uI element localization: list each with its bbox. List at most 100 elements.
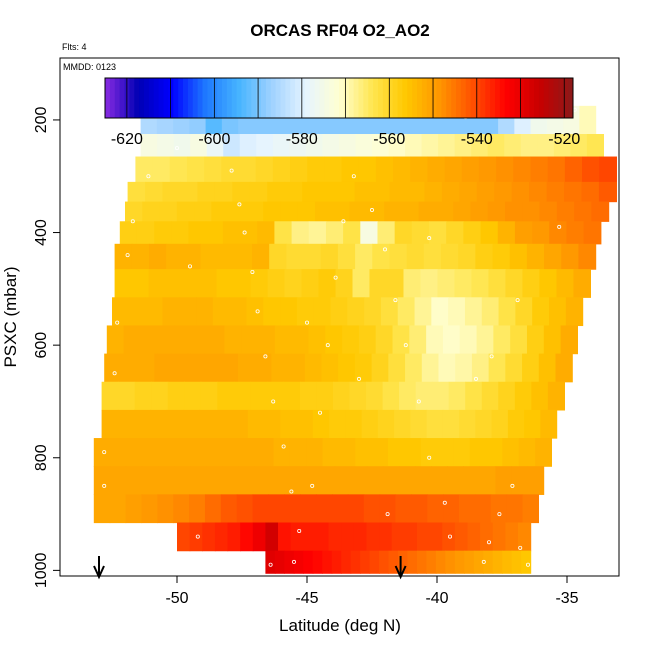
heatmap-cell <box>341 522 355 552</box>
heatmap-cell <box>471 269 490 298</box>
heatmap-cell <box>183 243 202 270</box>
heatmap-cell <box>517 522 532 552</box>
heatmap-cell <box>494 181 513 203</box>
heatmap-cell <box>556 201 575 222</box>
y-tick-label: 800 <box>33 444 50 471</box>
heatmap-cell <box>140 134 158 158</box>
flight-track-point <box>112 371 117 376</box>
colorbar-segment <box>334 78 340 118</box>
arrow-marker <box>394 556 407 580</box>
heatmap-cell <box>382 466 400 495</box>
heatmap-cell <box>377 409 395 439</box>
heatmap-cell <box>337 243 356 270</box>
heatmap-cell <box>182 269 201 298</box>
heatmap-cell <box>480 522 494 552</box>
heatmap-cell <box>278 522 292 552</box>
heatmap-cell <box>162 297 180 327</box>
heatmap-cell <box>272 134 290 158</box>
colorbar-segment <box>324 78 330 118</box>
heatmap-cell <box>167 381 185 411</box>
heatmap-cell <box>435 201 454 222</box>
colorbar-segment <box>114 78 121 118</box>
heatmap-cell <box>233 381 251 411</box>
heatmap-cell <box>353 522 368 552</box>
heatmap-cell <box>411 221 430 245</box>
heatmap-cell <box>112 297 130 327</box>
heatmap-cell <box>126 438 144 467</box>
heatmap-cell <box>483 550 494 574</box>
heatmap-cell <box>438 353 456 383</box>
colorbar-segment <box>261 78 267 118</box>
heatmap-cell <box>252 243 270 270</box>
heatmap-cell <box>388 550 399 574</box>
colorbar-segment <box>241 78 247 118</box>
colorbar-segment <box>119 78 126 118</box>
colorbar-segment <box>480 78 486 118</box>
heatmap-cell <box>127 181 146 203</box>
heatmap-cell <box>543 325 562 355</box>
colorbar-segment <box>290 78 296 118</box>
heatmap-cell <box>159 438 177 467</box>
flight-track-point <box>271 399 276 404</box>
heatmap-cell <box>463 221 482 245</box>
heatmap-cell <box>293 550 304 574</box>
colorbar-segment <box>353 78 360 118</box>
heatmap-cell <box>190 466 207 495</box>
heatmap-cell <box>157 134 175 158</box>
heatmap-cell <box>109 466 127 495</box>
colorbar-segment <box>304 78 311 118</box>
heatmap-cell <box>324 156 343 183</box>
flight-track-point <box>102 483 107 488</box>
heatmap-cell <box>475 243 494 270</box>
heatmap-cell <box>142 201 161 222</box>
colorbar-segment <box>144 78 150 118</box>
heatmap-cell <box>511 181 530 203</box>
colorbar-segment <box>217 78 223 118</box>
heatmap-cell <box>190 134 208 158</box>
heatmap-cell <box>334 466 352 495</box>
heatmap-cell <box>154 353 172 383</box>
heatmap-cell <box>290 522 304 552</box>
flight-track-point <box>146 174 151 179</box>
heatmap-cell <box>548 297 567 327</box>
heatmap-cell <box>232 181 251 203</box>
flight-track-point <box>557 224 562 229</box>
heatmap-cell <box>358 156 377 183</box>
heatmap-cell <box>389 243 408 270</box>
heatmap-cell <box>497 221 516 245</box>
flight-track-point <box>195 534 200 539</box>
heatmap-cell <box>463 466 480 495</box>
flight-track-point <box>351 174 356 179</box>
heatmap-cell <box>418 201 437 222</box>
heatmap-cell <box>175 438 193 467</box>
heatmap-cell <box>189 494 206 524</box>
heatmap-cell <box>421 134 439 158</box>
heatmap-cell <box>540 409 558 439</box>
heatmap-cell <box>174 466 191 495</box>
heatmap-cells <box>93 105 617 574</box>
heatmap-cell <box>424 181 443 203</box>
heatmap-cell <box>416 522 431 552</box>
heatmap-cell <box>110 438 128 467</box>
colorbar-segment <box>270 78 277 118</box>
heatmap-cell <box>407 550 418 574</box>
colorbar-segment <box>431 78 438 118</box>
heatmap-cell <box>511 550 522 574</box>
flight-track-point <box>526 562 531 567</box>
colorbar-segment <box>339 78 345 118</box>
heatmap-cell <box>272 156 291 183</box>
heatmap-cell <box>216 269 235 298</box>
heatmap-cell <box>361 409 379 439</box>
flight-track-point <box>486 540 491 545</box>
heatmap-cell <box>537 134 555 158</box>
heatmap-cell <box>387 438 405 467</box>
colorbar-segment <box>548 78 555 118</box>
colorbar-segment <box>139 78 145 118</box>
colorbar-segment <box>343 78 350 118</box>
heatmap-cell <box>475 409 493 439</box>
heatmap-cell <box>404 438 422 467</box>
heatmap-cell <box>532 221 550 245</box>
flight-track-point <box>289 489 294 494</box>
heatmap-cell <box>479 466 496 495</box>
heatmap-cell <box>286 466 304 495</box>
